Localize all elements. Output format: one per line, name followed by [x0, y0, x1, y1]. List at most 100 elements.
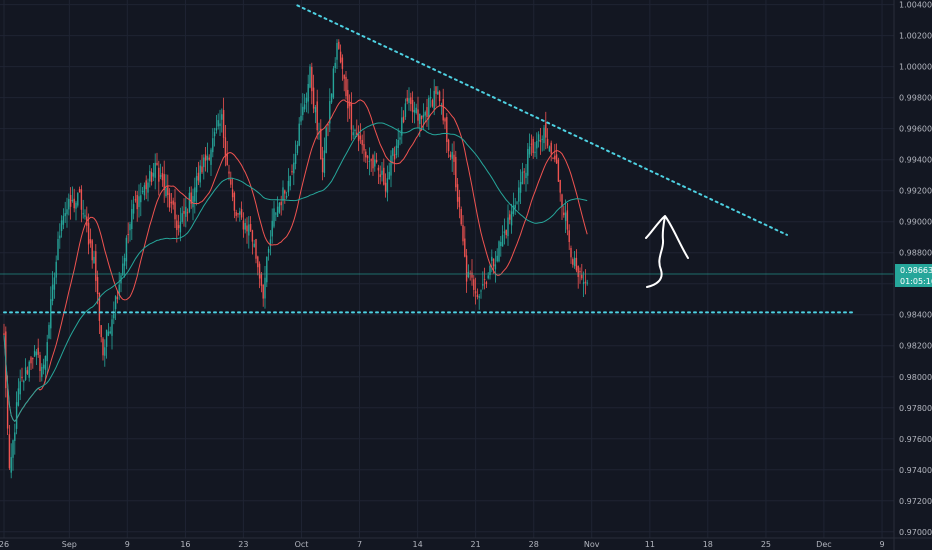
- candle-body: [51, 284, 54, 302]
- candle-body: [375, 159, 378, 163]
- candle-body: [413, 110, 416, 113]
- candle-body: [492, 258, 495, 267]
- candle-body: [48, 324, 50, 339]
- candle-body: [91, 240, 93, 261]
- candle-body: [393, 154, 396, 160]
- candle-body: [379, 174, 381, 178]
- candle-body: [30, 357, 32, 364]
- candle-body: [109, 331, 111, 334]
- ma-fast-line: [3, 99, 588, 423]
- candle-body: [260, 273, 263, 286]
- candle-body: [221, 114, 223, 120]
- candle-body: [298, 123, 300, 146]
- candle-body: [543, 127, 545, 144]
- candle-body: [113, 313, 115, 319]
- candle-body: [14, 432, 16, 441]
- candle-body: [62, 215, 65, 225]
- candle-body: [57, 239, 59, 260]
- candle-body: [147, 182, 149, 193]
- candle-body: [8, 434, 11, 469]
- x-tick-label: 18: [703, 540, 713, 549]
- candle-body: [329, 101, 331, 124]
- candle-body: [406, 97, 408, 102]
- candle-body: [114, 296, 117, 310]
- candle-body: [118, 284, 120, 296]
- x-tick-label: 9: [879, 540, 884, 549]
- candle-body: [102, 338, 104, 356]
- candle-body: [510, 211, 513, 226]
- candle-body: [316, 101, 318, 131]
- candle-body: [361, 139, 363, 146]
- candle-body: [111, 319, 113, 336]
- candle-body: [433, 90, 435, 110]
- candle-body: [444, 118, 446, 122]
- candle-body: [12, 440, 14, 458]
- candle-body: [3, 333, 5, 336]
- candle-body: [215, 128, 218, 131]
- candle-body: [348, 102, 351, 107]
- candle-body: [222, 110, 225, 138]
- candle-body: [312, 87, 315, 109]
- candle-body: [199, 165, 201, 183]
- x-axis[interactable]: 26 Sep 9 16 23 Oct 7 14 21 28 Nov 11 18 25 Dec 9: [0, 540, 885, 549]
- candle-body: [33, 350, 36, 357]
- candle-body: [474, 291, 477, 294]
- candle-body: [60, 220, 63, 231]
- candle-body: [401, 117, 403, 136]
- x-tick-label: 25: [761, 540, 771, 549]
- candle-body: [50, 299, 52, 329]
- candle-body: [336, 42, 338, 60]
- x-tick-label: 23: [238, 540, 248, 549]
- candle-body: [537, 134, 540, 142]
- candle-body: [132, 204, 135, 214]
- candle-body: [87, 222, 90, 245]
- candle-body: [437, 91, 439, 95]
- candle-body: [186, 212, 189, 214]
- candle-body: [105, 329, 108, 347]
- candle-body: [343, 74, 345, 79]
- projection-arrow: [645, 215, 689, 288]
- price-badge-box: [895, 264, 932, 287]
- candle-body: [96, 277, 99, 294]
- candle-body: [98, 292, 101, 321]
- candle-body: [251, 230, 254, 242]
- candle-body: [555, 154, 558, 164]
- candle-body: [257, 256, 259, 268]
- candle-body: [28, 361, 30, 378]
- candle-body: [75, 202, 77, 209]
- candle-body: [314, 107, 317, 113]
- candle-body: [541, 138, 543, 140]
- candle-body: [123, 257, 126, 266]
- moving-averages: [3, 99, 588, 423]
- candle-body: [136, 195, 138, 210]
- candle-body: [73, 198, 75, 209]
- candle-body: [586, 282, 588, 284]
- candle-body: [500, 241, 502, 246]
- candle-body: [53, 277, 56, 290]
- candle-body: [370, 159, 372, 161]
- candle-body: [174, 202, 176, 220]
- trendlines: [3, 4, 855, 314]
- candle-body: [41, 366, 43, 378]
- candle-body: [514, 204, 516, 209]
- candle-body: [266, 256, 268, 283]
- candle-body: [258, 263, 261, 279]
- candle-body: [140, 195, 142, 203]
- candle-body: [122, 263, 124, 276]
- candle-body: [509, 214, 511, 220]
- candle-body: [390, 155, 392, 176]
- candle-body: [563, 212, 565, 216]
- candle-body: [307, 84, 309, 102]
- candle-body: [10, 457, 12, 473]
- candle-body: [545, 122, 547, 138]
- candle-body: [210, 149, 212, 165]
- candle-body: [485, 282, 488, 285]
- candle-body: [428, 97, 430, 119]
- candle-body: [201, 166, 203, 173]
- candle-body: [145, 180, 147, 190]
